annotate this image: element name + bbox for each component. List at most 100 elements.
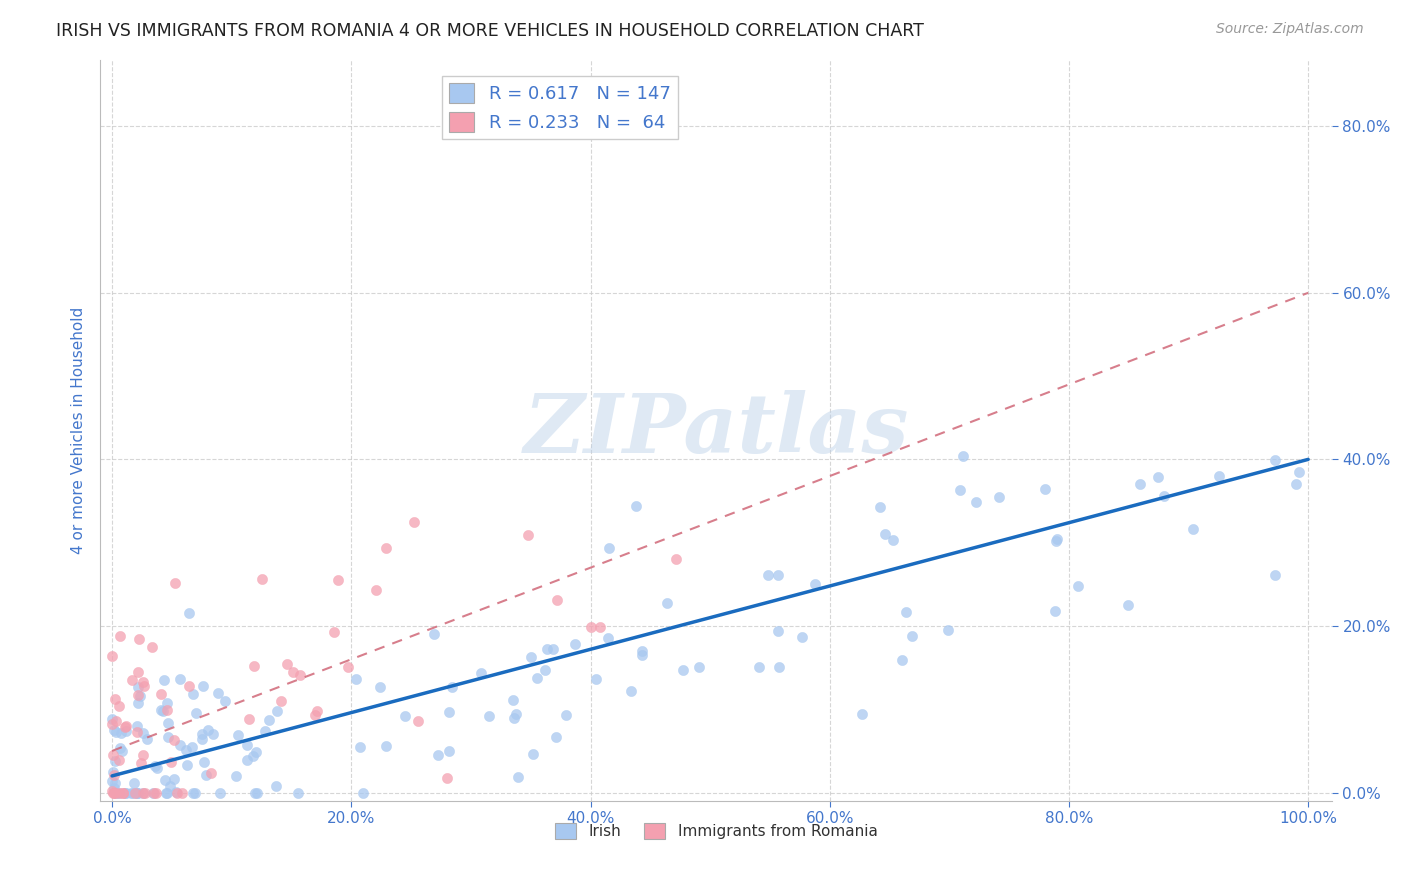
Point bbox=[502, 693, 524, 707]
Point bbox=[235, 753, 257, 767]
Point bbox=[688, 660, 710, 674]
Point bbox=[768, 659, 790, 673]
Point bbox=[1181, 522, 1204, 536]
Point bbox=[1035, 483, 1057, 497]
Point bbox=[1264, 453, 1286, 467]
Point bbox=[242, 749, 264, 764]
Point bbox=[156, 786, 179, 800]
Point bbox=[748, 660, 770, 674]
Point bbox=[104, 725, 127, 739]
Point bbox=[252, 572, 274, 586]
Point bbox=[180, 739, 202, 754]
Point bbox=[402, 515, 425, 529]
Point bbox=[143, 759, 166, 773]
Point bbox=[253, 723, 276, 738]
Point bbox=[1285, 476, 1308, 491]
Point bbox=[121, 786, 143, 800]
Point bbox=[127, 681, 149, 695]
Point bbox=[197, 723, 219, 737]
Point bbox=[326, 574, 349, 588]
Point bbox=[160, 755, 183, 769]
Text: ZIPatlas: ZIPatlas bbox=[523, 390, 908, 470]
Point bbox=[163, 733, 186, 747]
Point bbox=[564, 637, 586, 651]
Point bbox=[177, 679, 200, 693]
Point bbox=[103, 765, 125, 780]
Point bbox=[470, 666, 492, 681]
Point bbox=[101, 717, 124, 731]
Point bbox=[193, 755, 215, 769]
Point bbox=[111, 786, 134, 800]
Point bbox=[276, 657, 298, 672]
Point bbox=[307, 704, 329, 718]
Point bbox=[756, 568, 779, 582]
Point bbox=[103, 780, 125, 795]
Point bbox=[120, 786, 142, 800]
Point bbox=[423, 626, 446, 640]
Point bbox=[127, 665, 149, 680]
Point bbox=[235, 738, 257, 752]
Point bbox=[108, 741, 131, 756]
Point bbox=[246, 786, 269, 800]
Point bbox=[115, 719, 138, 733]
Y-axis label: 4 or more Vehicles in Household: 4 or more Vehicles in Household bbox=[72, 307, 86, 554]
Point bbox=[132, 786, 155, 800]
Point bbox=[631, 648, 654, 663]
Point bbox=[768, 568, 790, 582]
Point bbox=[589, 620, 612, 634]
Point bbox=[506, 770, 529, 784]
Point bbox=[191, 731, 214, 746]
Point bbox=[121, 673, 143, 687]
Text: IRISH VS IMMIGRANTS FROM ROMANIA 4 OR MORE VEHICLES IN HOUSEHOLD CORRELATION CHA: IRISH VS IMMIGRANTS FROM ROMANIA 4 OR MO… bbox=[56, 22, 924, 40]
Point bbox=[153, 673, 176, 688]
Point bbox=[136, 732, 159, 747]
Point bbox=[544, 730, 567, 744]
Point bbox=[181, 786, 204, 800]
Point bbox=[882, 533, 904, 547]
Point bbox=[127, 786, 149, 800]
Point bbox=[1264, 567, 1286, 582]
Point bbox=[238, 712, 260, 726]
Point bbox=[163, 575, 186, 590]
Point bbox=[1208, 469, 1230, 483]
Point bbox=[156, 703, 179, 717]
Point bbox=[169, 739, 191, 753]
Point bbox=[177, 606, 200, 620]
Point bbox=[281, 665, 304, 679]
Point bbox=[152, 704, 174, 718]
Point bbox=[875, 527, 897, 541]
Point bbox=[114, 786, 136, 800]
Point bbox=[103, 768, 125, 782]
Point bbox=[437, 744, 460, 758]
Text: Source: ZipAtlas.com: Source: ZipAtlas.com bbox=[1216, 22, 1364, 37]
Point bbox=[536, 641, 558, 656]
Point bbox=[598, 541, 620, 555]
Point bbox=[891, 653, 914, 667]
Point bbox=[155, 786, 177, 800]
Point bbox=[128, 632, 150, 647]
Point bbox=[141, 640, 163, 654]
Point bbox=[243, 786, 266, 800]
Point bbox=[127, 696, 149, 710]
Point bbox=[546, 593, 568, 607]
Point bbox=[101, 773, 124, 788]
Point bbox=[264, 779, 287, 793]
Point bbox=[104, 786, 127, 800]
Point bbox=[242, 659, 264, 673]
Point bbox=[107, 786, 129, 800]
Point bbox=[554, 708, 576, 723]
Point bbox=[114, 720, 136, 734]
Point bbox=[104, 692, 127, 706]
Point bbox=[165, 785, 187, 799]
Point bbox=[108, 699, 131, 714]
Point bbox=[522, 747, 544, 762]
Point bbox=[132, 726, 155, 740]
Point bbox=[851, 707, 873, 722]
Point bbox=[1153, 489, 1175, 503]
Point bbox=[108, 752, 131, 766]
Point bbox=[127, 688, 149, 702]
Point bbox=[426, 747, 449, 762]
Point bbox=[142, 786, 165, 800]
Point bbox=[790, 630, 813, 644]
Point bbox=[516, 528, 538, 542]
